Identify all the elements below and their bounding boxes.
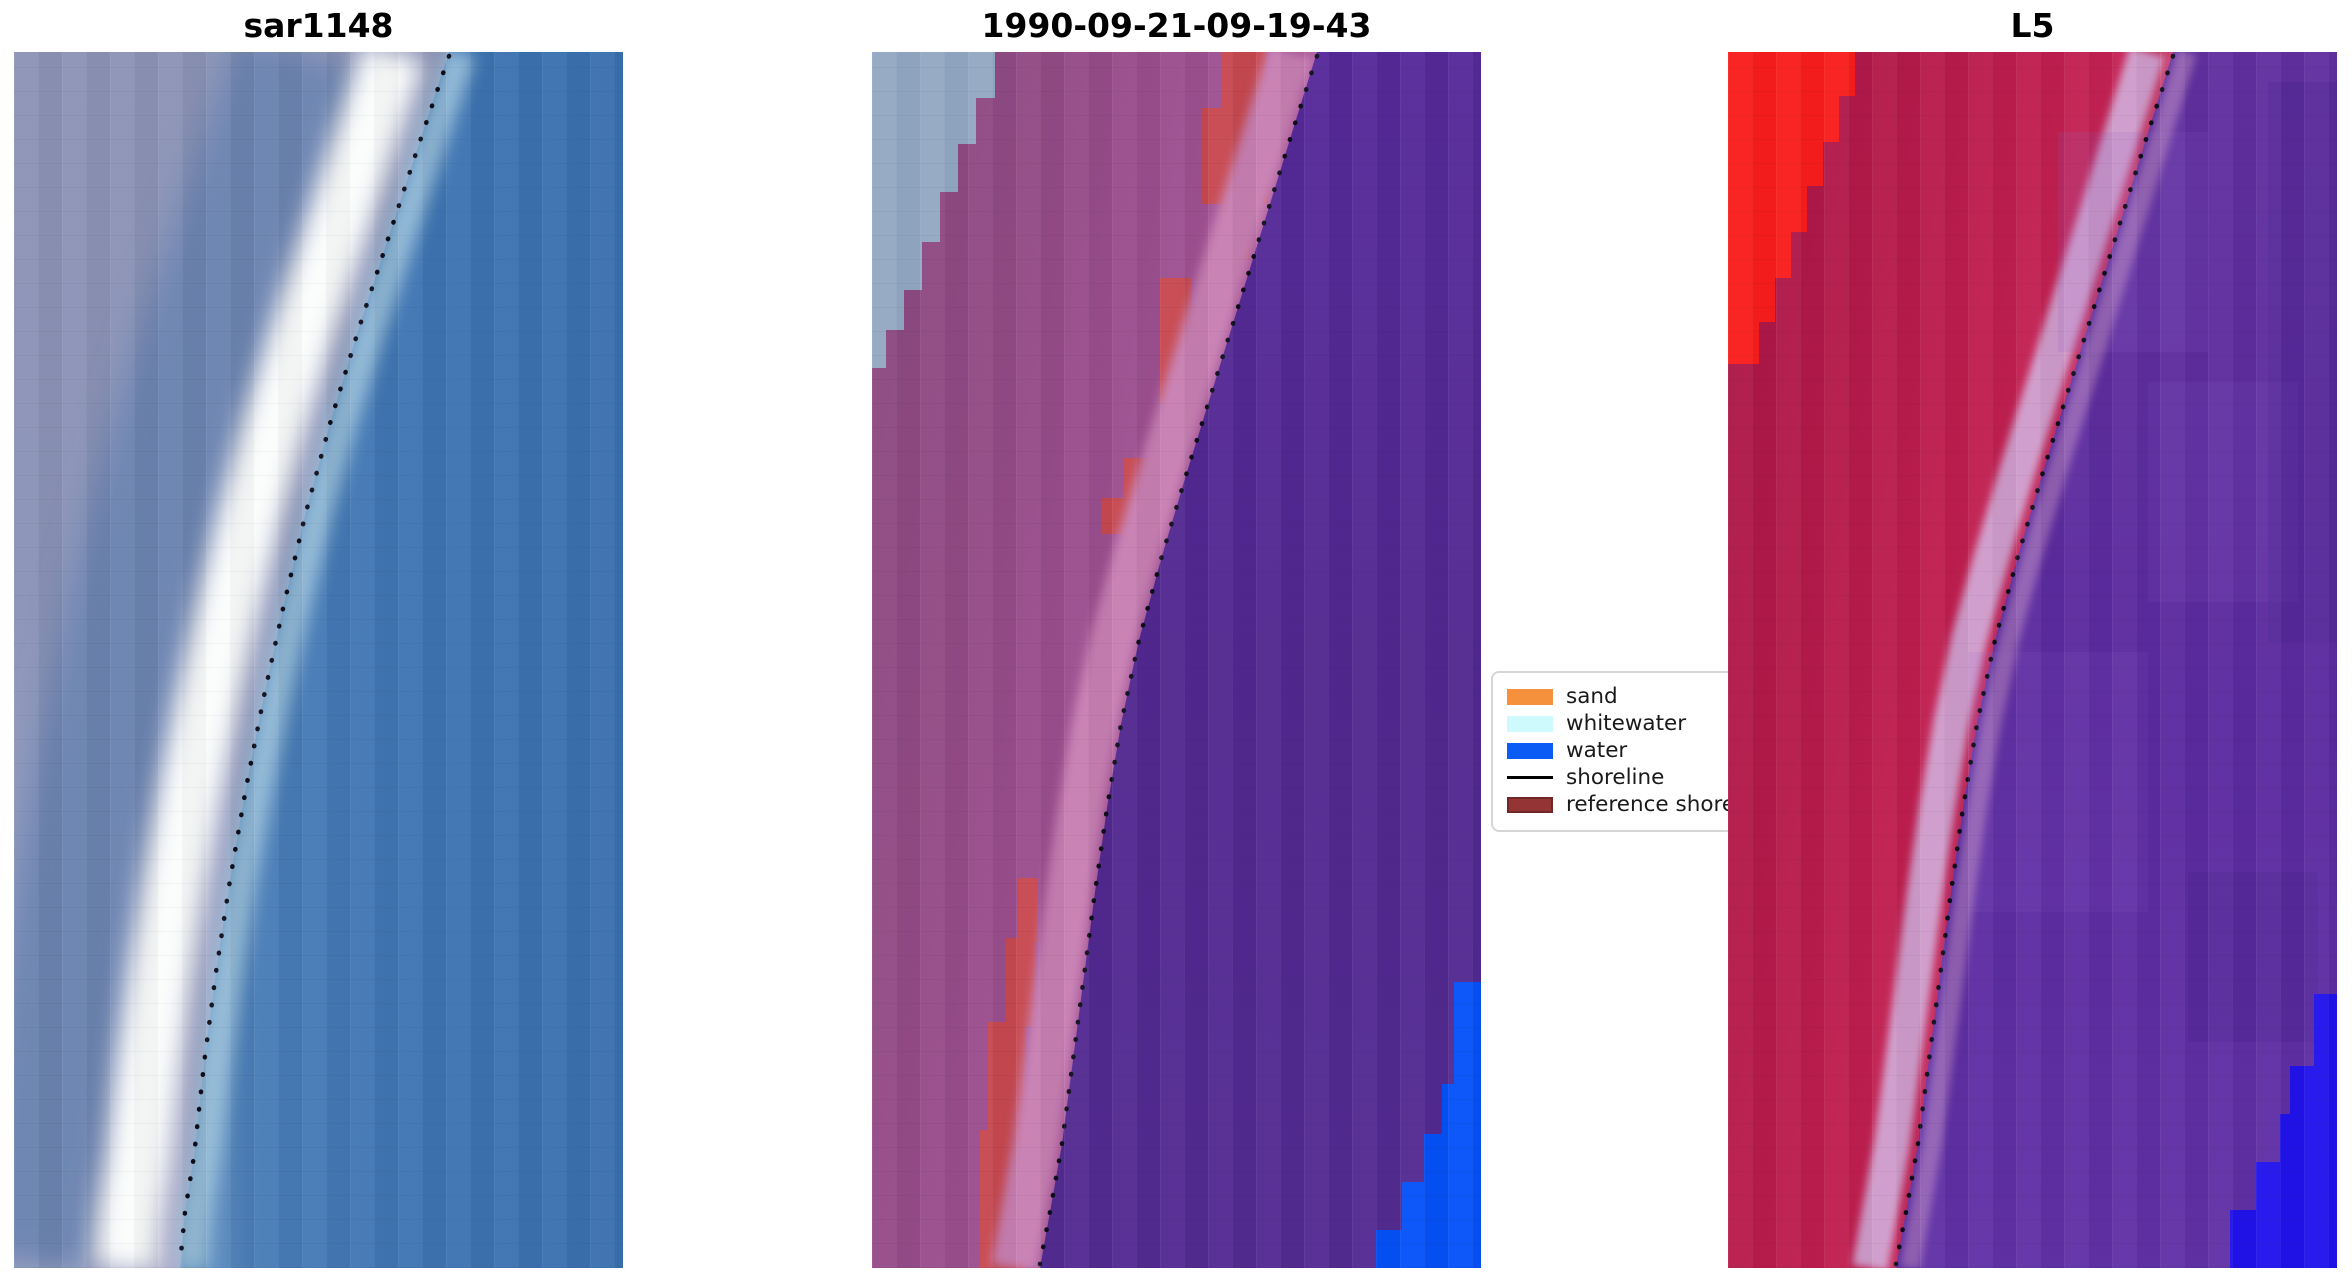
nodata-corner-patch (872, 52, 995, 368)
legend-label-whitewater: whitewater (1566, 711, 1687, 736)
panel-title-date: 1990-09-21-09-19-43 (981, 6, 1372, 45)
classified-image-art (872, 52, 1481, 1268)
sar-pale-strip (177, 52, 476, 1268)
water-class-region (1040, 52, 1481, 1268)
legend-label-sand: sand (1566, 684, 1618, 709)
legend-item-water: water (1507, 737, 1774, 764)
sar-surf-band (94, 52, 424, 1268)
sand-class-band (991, 52, 1313, 1268)
whitewater-swatch (1507, 715, 1553, 732)
classified-image-panel (872, 52, 1481, 1268)
sar-image-art (14, 52, 623, 1268)
shoreline-dotted-line (177, 53, 452, 1267)
legend-item-shoreline: shoreline (1507, 764, 1774, 791)
sar-inner-shadow-band (14, 52, 361, 1268)
l5-image-art (1728, 52, 2337, 1268)
l5-image-panel (1728, 52, 2337, 1268)
pale-boundary-band (1852, 52, 2165, 1268)
sar-image-panel (14, 52, 623, 1268)
reference-shoreline-swatch (1507, 796, 1553, 813)
legend-item-whitewater: whitewater (1507, 710, 1774, 737)
red-corner-patch (1728, 52, 1855, 364)
water-patch-bottom-right (1376, 982, 1481, 1268)
panel-title-sar: sar1148 (243, 6, 394, 45)
legend-item-sand: sand (1507, 683, 1774, 710)
water-texture-patches (1968, 82, 2337, 1042)
water-swatch (1507, 742, 1553, 759)
sand-swatch (1507, 688, 1553, 705)
lavender-strip (1900, 52, 2197, 1268)
water-purple-region (1896, 52, 2337, 1268)
legend-label-water: water (1566, 738, 1628, 763)
shoreline-line-swatch (1507, 775, 1553, 780)
water-patch-bottom-right (2230, 994, 2337, 1268)
legend-label-shoreline: shoreline (1566, 765, 1665, 790)
sar-water-region (180, 52, 623, 1268)
panel-title-l5: L5 (2010, 6, 2055, 45)
